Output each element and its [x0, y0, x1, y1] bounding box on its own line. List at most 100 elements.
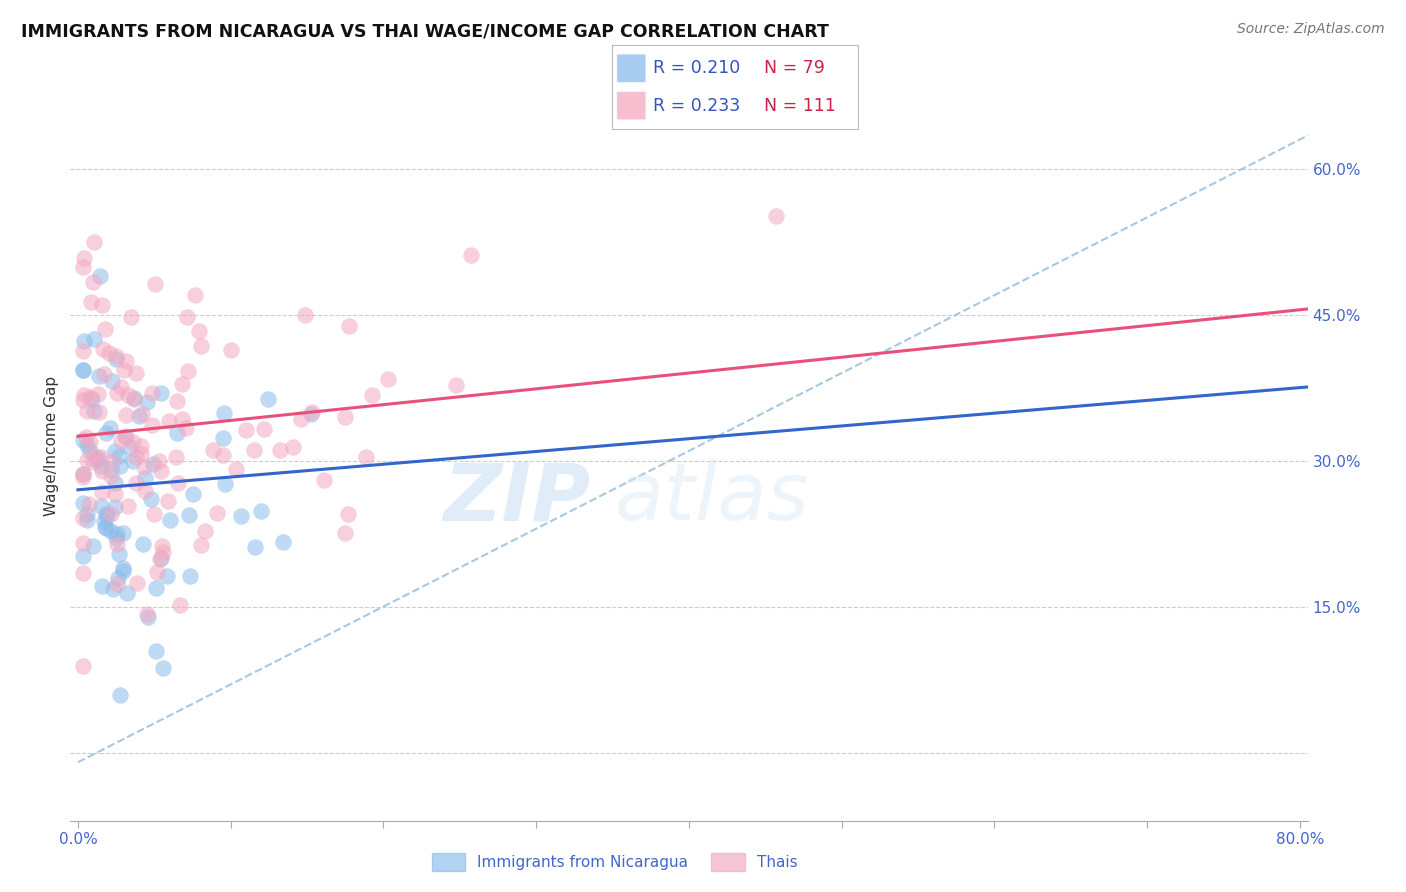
- Point: [115, 430, 138, 444]
- Point: [134, 471, 156, 485]
- Point: [79, 390, 101, 404]
- Point: [72, 260, 94, 275]
- Point: [257, 392, 280, 406]
- FancyBboxPatch shape: [617, 54, 647, 83]
- Point: [149, 550, 172, 565]
- Point: [79, 294, 101, 309]
- Point: [169, 598, 191, 612]
- Point: [96, 425, 118, 440]
- Point: [110, 434, 132, 449]
- Point: [152, 540, 174, 554]
- Point: [73, 251, 96, 265]
- Point: [77, 497, 100, 511]
- Point: [87, 404, 110, 418]
- Point: [446, 378, 468, 392]
- Legend: Immigrants from Nicaragua, Thais: Immigrants from Nicaragua, Thais: [426, 847, 804, 877]
- Point: [114, 429, 136, 443]
- Text: IMMIGRANTS FROM NICARAGUA VS THAI WAGE/INCOME GAP CORRELATION CHART: IMMIGRANTS FROM NICARAGUA VS THAI WAGE/I…: [21, 22, 830, 40]
- Point: [156, 568, 179, 582]
- Point: [190, 539, 212, 553]
- Point: [112, 565, 135, 579]
- Point: [214, 477, 236, 491]
- Point: [107, 571, 129, 585]
- Point: [90, 450, 112, 464]
- Point: [143, 507, 166, 521]
- Point: [134, 484, 156, 499]
- Point: [129, 439, 152, 453]
- Point: [245, 540, 267, 554]
- Point: [460, 248, 482, 262]
- Point: [135, 607, 157, 621]
- Point: [104, 500, 127, 514]
- Point: [76, 452, 98, 467]
- Point: [194, 524, 217, 538]
- Point: [166, 394, 188, 409]
- Point: [104, 487, 127, 501]
- Point: [122, 392, 145, 407]
- Point: [91, 484, 114, 499]
- Point: [250, 504, 273, 518]
- Point: [336, 507, 359, 521]
- Point: [174, 421, 197, 435]
- Point: [129, 447, 152, 461]
- Point: [190, 339, 212, 353]
- Point: [83, 404, 105, 418]
- Point: [177, 364, 200, 378]
- Text: N = 79: N = 79: [765, 60, 825, 78]
- Point: [100, 524, 122, 538]
- Point: [75, 430, 97, 444]
- Point: [299, 407, 322, 421]
- Point: [105, 537, 128, 551]
- Point: [290, 411, 312, 425]
- Point: [72, 393, 94, 408]
- Point: [127, 575, 149, 590]
- Point: [231, 509, 253, 524]
- Point: [225, 462, 247, 476]
- Point: [269, 442, 291, 457]
- Point: [281, 440, 304, 454]
- Point: [107, 547, 129, 561]
- Point: [108, 449, 131, 463]
- Point: [181, 487, 204, 501]
- Point: [148, 454, 170, 468]
- Point: [89, 499, 111, 513]
- Point: [72, 363, 94, 377]
- Point: [72, 511, 94, 525]
- Point: [86, 453, 108, 467]
- Point: [211, 431, 233, 445]
- Point: [93, 520, 115, 534]
- Point: [94, 507, 117, 521]
- Point: [167, 476, 190, 491]
- Point: [149, 552, 172, 566]
- Point: [90, 579, 112, 593]
- Point: [117, 388, 139, 402]
- Point: [145, 644, 167, 658]
- Point: [125, 367, 148, 381]
- Point: [97, 346, 120, 360]
- Point: [139, 491, 162, 506]
- Point: [100, 420, 122, 434]
- Point: [122, 391, 145, 405]
- Point: [76, 513, 98, 527]
- Point: [115, 409, 138, 423]
- FancyBboxPatch shape: [617, 91, 647, 120]
- Point: [115, 354, 138, 368]
- Point: [112, 363, 135, 377]
- Point: [152, 661, 174, 675]
- Point: [79, 435, 101, 450]
- Point: [72, 496, 94, 510]
- Y-axis label: Wage/Income Gap: Wage/Income Gap: [44, 376, 59, 516]
- Point: [179, 508, 201, 522]
- Point: [361, 388, 384, 402]
- Point: [90, 458, 112, 473]
- Point: [188, 324, 211, 338]
- Point: [86, 451, 108, 466]
- Point: [166, 425, 188, 440]
- Point: [73, 334, 96, 348]
- Text: atlas: atlas: [614, 459, 810, 538]
- Point: [72, 566, 94, 580]
- Point: [179, 569, 201, 583]
- Point: [110, 380, 132, 394]
- Point: [202, 442, 225, 457]
- Point: [142, 457, 165, 471]
